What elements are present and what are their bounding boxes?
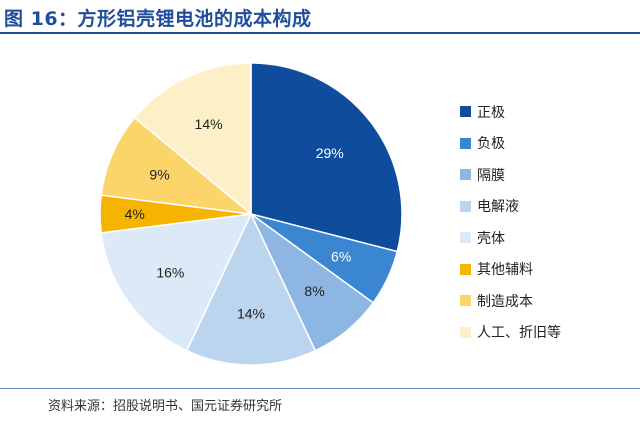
- pie-slice-3: [185, 212, 317, 366]
- legend-item-4: 壳体: [460, 222, 561, 254]
- pie-label-3: 14%: [237, 306, 265, 322]
- legend-label-1: 负极: [477, 136, 505, 153]
- legend-label-6: 制造成本: [477, 293, 533, 310]
- legend-swatch-3: [460, 200, 471, 212]
- legend-swatch-5: [460, 263, 471, 275]
- legend-swatch-6: [460, 295, 471, 307]
- pie-label-4: 16%: [156, 265, 184, 281]
- pie-slice-4: [100, 213, 253, 352]
- legend-label-5: 其他辅料: [477, 262, 533, 279]
- legend-item-1: 负极: [460, 128, 561, 160]
- chart-title: 图 16：方形铝壳锂电池的成本构成: [4, 8, 312, 30]
- pie-slice-7: [133, 62, 252, 216]
- pie-slice-0: [250, 62, 403, 253]
- pie-label-1: 6%: [331, 248, 351, 264]
- legend-label-0: 正极: [477, 104, 505, 121]
- legend-item-3: 电解液: [460, 191, 561, 223]
- legend-item-6: 制造成本: [460, 285, 561, 317]
- pie-label-5: 4%: [125, 206, 145, 222]
- legend-item-0: 正极: [460, 96, 561, 128]
- legend-item-7: 人工、折旧等: [460, 317, 561, 349]
- pie-label-0: 29%: [316, 145, 344, 161]
- legend: 正极负极隔膜电解液壳体其他辅料制造成本人工、折旧等: [460, 96, 561, 348]
- legend-swatch-7: [460, 326, 471, 338]
- pie-label-7: 14%: [195, 116, 223, 132]
- legend-item-2: 隔膜: [460, 159, 561, 191]
- legend-label-7: 人工、折旧等: [477, 325, 561, 342]
- legend-swatch-2: [460, 169, 471, 181]
- source-rule: [0, 388, 640, 389]
- source-note: 资料来源：招股说明书、国元证券研究所: [48, 399, 283, 414]
- title-rule: [0, 32, 640, 34]
- legend-label-4: 壳体: [477, 230, 505, 247]
- pie-chart: 29% 6% 8% 14% 16% 4% 9% 14%: [99, 62, 403, 366]
- pie-label-6: 9%: [149, 166, 169, 182]
- legend-swatch-1: [460, 137, 471, 149]
- pie-slice-6: [100, 116, 254, 216]
- legend-label-3: 电解液: [477, 199, 519, 216]
- legend-swatch-0: [460, 106, 471, 118]
- pie-label-2: 8%: [304, 283, 324, 299]
- legend-swatch-4: [460, 232, 471, 244]
- legend-item-5: 其他辅料: [460, 254, 561, 286]
- legend-label-2: 隔膜: [477, 167, 505, 184]
